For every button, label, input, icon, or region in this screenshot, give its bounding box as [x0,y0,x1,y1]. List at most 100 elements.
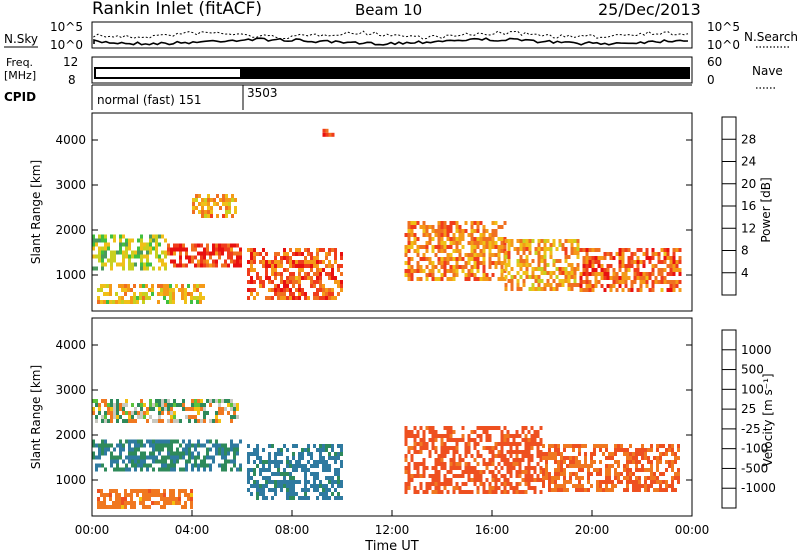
echo-cell [497,249,501,253]
echo-cell [277,260,280,264]
echo-cell [169,300,172,304]
echo-cell [215,399,218,403]
echo-cell [289,480,292,484]
echo-cell [185,459,188,464]
echo-cell [178,493,181,497]
echo-cell [503,454,507,458]
echo-cell [184,493,187,497]
echo-cell [422,466,426,470]
echo-cell [125,467,128,472]
echo-cell [645,256,649,260]
echo-cell [491,486,495,490]
echo-cell [443,442,447,446]
echo-cell [546,279,550,283]
echo-cell [570,239,574,243]
echo-cell [98,447,101,452]
echo-cell [449,253,453,257]
echo-cell [554,452,557,456]
echo-cell [512,490,516,494]
echo-cell [524,466,528,470]
echo-cell [470,229,474,233]
date-label: 25/Dec/2013 [598,0,701,19]
echo-cell [197,251,200,256]
echo-cell [527,470,531,474]
echo-cell [554,448,557,452]
echo-cell [322,444,325,448]
echo-cell [203,411,206,415]
echo-cell [509,482,513,486]
echo-cell [512,462,516,466]
echo-cell [128,459,131,464]
echo-cell [623,464,626,468]
echo-cell [476,277,480,281]
echo-cell [659,456,662,460]
echo-cell [163,505,166,509]
echo-cell [280,472,283,476]
echo-cell [268,464,271,468]
echo-cell [530,446,534,450]
echo-cell [533,486,537,490]
echo-cell [113,411,116,415]
echo-cell [416,245,420,249]
echo-cell [600,256,604,260]
echo-cell [527,430,531,434]
echo-cell [122,234,125,239]
echo-cell [334,480,337,484]
echo-cell [173,419,176,423]
y-tick-label: 4000 [55,133,86,147]
echo-cell [181,284,184,288]
echo-cell [555,275,559,279]
echo-cell [404,490,408,494]
echo-cell [334,256,337,260]
echo-cell [626,460,629,464]
echo-cell [112,300,115,304]
echo-cell [119,238,122,243]
echo-cell [233,263,236,268]
echo-cell [161,262,164,267]
echo-cell [319,448,322,452]
echo-cell [148,497,151,501]
echo-cell [283,268,286,272]
echo-cell [449,482,453,486]
echo-cell [624,284,628,288]
echo-cell [518,442,522,446]
echo-cell [181,489,184,493]
echo-cell [476,442,480,446]
echo-cell [582,272,586,276]
echo-cell [151,493,154,497]
echo-cell [125,403,128,407]
echo-cell [614,468,617,472]
echo-cell [298,452,301,456]
echo-cell [563,448,566,452]
echo-cell [176,247,179,252]
echo-cell [525,239,529,243]
echo-cell [301,488,304,492]
echo-cell [422,490,426,494]
echo-cell [494,466,498,470]
echo-cell [92,455,95,460]
echo-cell [534,267,538,271]
echo-cell [164,443,167,448]
echo-cell [519,259,523,263]
echo-cell [449,257,453,261]
echo-cell [160,284,163,288]
echo-cell [606,272,610,276]
echo-cell [118,493,121,497]
echo-cell [115,501,118,505]
echo-cell [277,288,280,292]
echo-cell [677,468,680,472]
echo-cell [558,283,562,287]
echo-cell [633,272,637,276]
echo-cell [194,455,197,460]
echo-cell [537,259,541,263]
echo-cell [494,486,498,490]
echo-cell [476,257,480,261]
echo-cell [537,279,541,283]
echo-cell [268,460,271,464]
echo-cell [340,484,343,488]
echo-cell [551,480,554,484]
echo-cell [316,252,319,256]
echo-cell [503,482,507,486]
echo-cell [319,284,322,288]
echo-cell [250,260,253,264]
